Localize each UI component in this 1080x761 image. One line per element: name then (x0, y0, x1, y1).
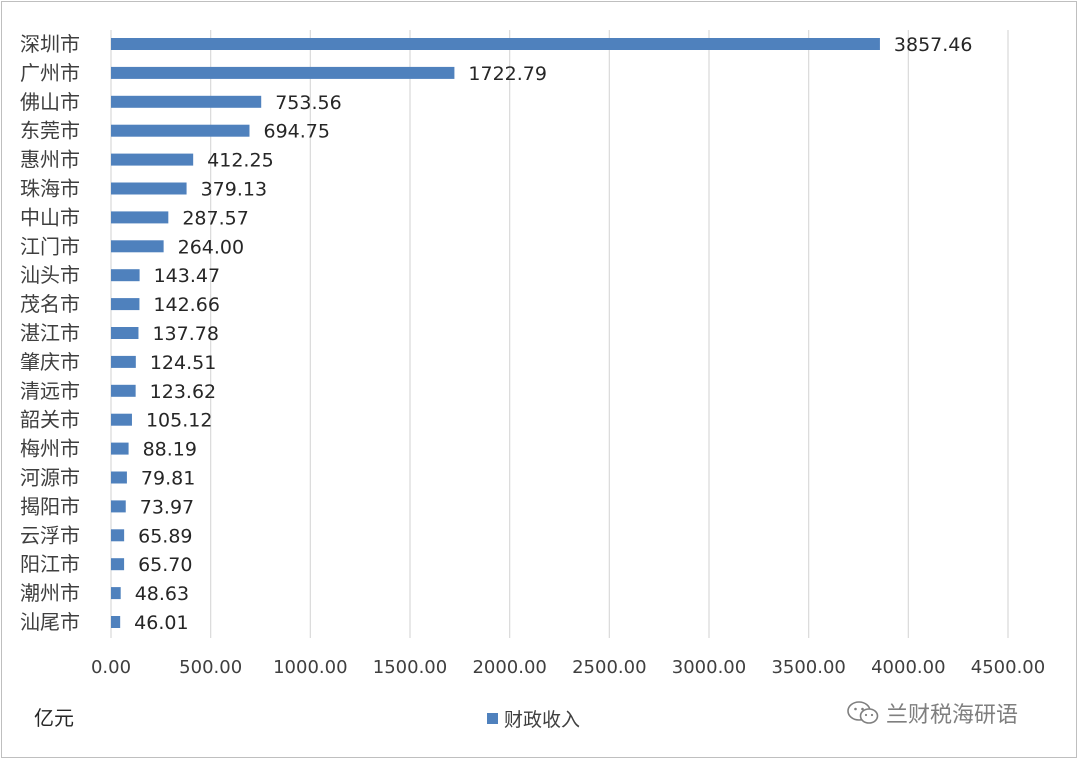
legend[interactable]: 财政收入 (487, 705, 580, 732)
category-label: 潮州市 (20, 581, 80, 605)
x-tick-label: 1000.00 (273, 657, 347, 678)
unit-label: 亿元 (34, 706, 74, 730)
x-tick-label: 0.00 (91, 657, 131, 678)
bar (111, 124, 250, 137)
x-tick-label: 3500.00 (771, 657, 845, 678)
category-label: 惠州市 (20, 148, 80, 172)
wechat-icon (847, 701, 879, 724)
data-label: 379.13 (201, 179, 267, 201)
legend-label: 财政收入 (504, 709, 581, 731)
category-label: 阳江市 (20, 552, 80, 576)
bar (111, 298, 140, 311)
data-label: 412.25 (207, 150, 273, 172)
bar (111, 500, 126, 513)
data-label: 753.56 (275, 92, 341, 114)
data-label: 105.12 (146, 410, 212, 432)
bar (111, 384, 136, 397)
data-label: 143.47 (154, 265, 220, 287)
bar (111, 327, 139, 339)
category-label: 珠海市 (20, 177, 80, 201)
category-label: 汕头市 (20, 263, 80, 287)
bar (111, 95, 262, 108)
bar (111, 182, 187, 195)
x-tick-label: 2500.00 (572, 657, 646, 678)
data-label: 65.70 (138, 554, 192, 576)
category-label: 深圳市 (20, 32, 80, 56)
category-label: 湛江市 (20, 321, 80, 345)
category-label: 云浮市 (20, 523, 80, 547)
category-label: 佛山市 (20, 90, 80, 114)
category-label: 肇庆市 (20, 350, 80, 374)
data-label: 137.78 (152, 323, 218, 345)
category-label: 江门市 (20, 234, 80, 258)
legend-swatch (487, 713, 498, 724)
category-label: 揭阳市 (20, 494, 80, 518)
data-label: 264.00 (178, 236, 244, 258)
data-label: 46.01 (134, 612, 188, 634)
data-label: 65.89 (138, 525, 192, 547)
watermark-text: 兰财税海研语 (886, 703, 1019, 728)
bar (111, 587, 121, 600)
bar (111, 38, 880, 50)
category-label: 梅州市 (20, 437, 80, 461)
data-label: 694.75 (263, 121, 329, 143)
bar (111, 442, 129, 455)
bar (111, 211, 169, 224)
bar (111, 355, 136, 368)
data-label: 88.19 (143, 439, 197, 461)
data-label: 123.62 (150, 381, 216, 403)
category-label: 东莞市 (20, 119, 80, 143)
bar (111, 558, 125, 571)
category-label: 茂名市 (20, 292, 80, 316)
x-tick-label: 4000.00 (871, 657, 945, 678)
x-tick-label: 4500.00 (971, 657, 1045, 678)
bar (111, 269, 140, 282)
bar (111, 413, 132, 426)
category-label: 汕尾市 (20, 610, 80, 634)
bar (111, 66, 455, 79)
data-label: 124.51 (150, 352, 216, 374)
data-label: 79.81 (141, 468, 195, 490)
x-tick-label: 2000.00 (472, 657, 546, 678)
data-label: 287.57 (182, 207, 248, 229)
x-tick-label: 3000.00 (672, 657, 746, 678)
category-label: 河源市 (20, 466, 80, 490)
data-label: 3857.46 (894, 34, 973, 56)
data-label: 142.66 (153, 294, 219, 316)
watermark: 兰财税海研语 (846, 697, 1018, 729)
x-tick-label: 1500.00 (373, 657, 447, 678)
bar (111, 529, 125, 542)
data-label: 1722.79 (468, 63, 547, 85)
category-label: 中山市 (20, 205, 80, 229)
category-label: 清远市 (20, 379, 80, 403)
bar (111, 471, 127, 484)
bar (111, 240, 164, 253)
category-label: 广州市 (20, 61, 80, 85)
bar (111, 153, 194, 166)
x-tick-label: 500.00 (179, 657, 242, 678)
category-label: 韶关市 (20, 408, 80, 432)
data-label: 48.63 (135, 583, 189, 605)
bar (111, 616, 121, 628)
data-label: 73.97 (140, 496, 194, 518)
